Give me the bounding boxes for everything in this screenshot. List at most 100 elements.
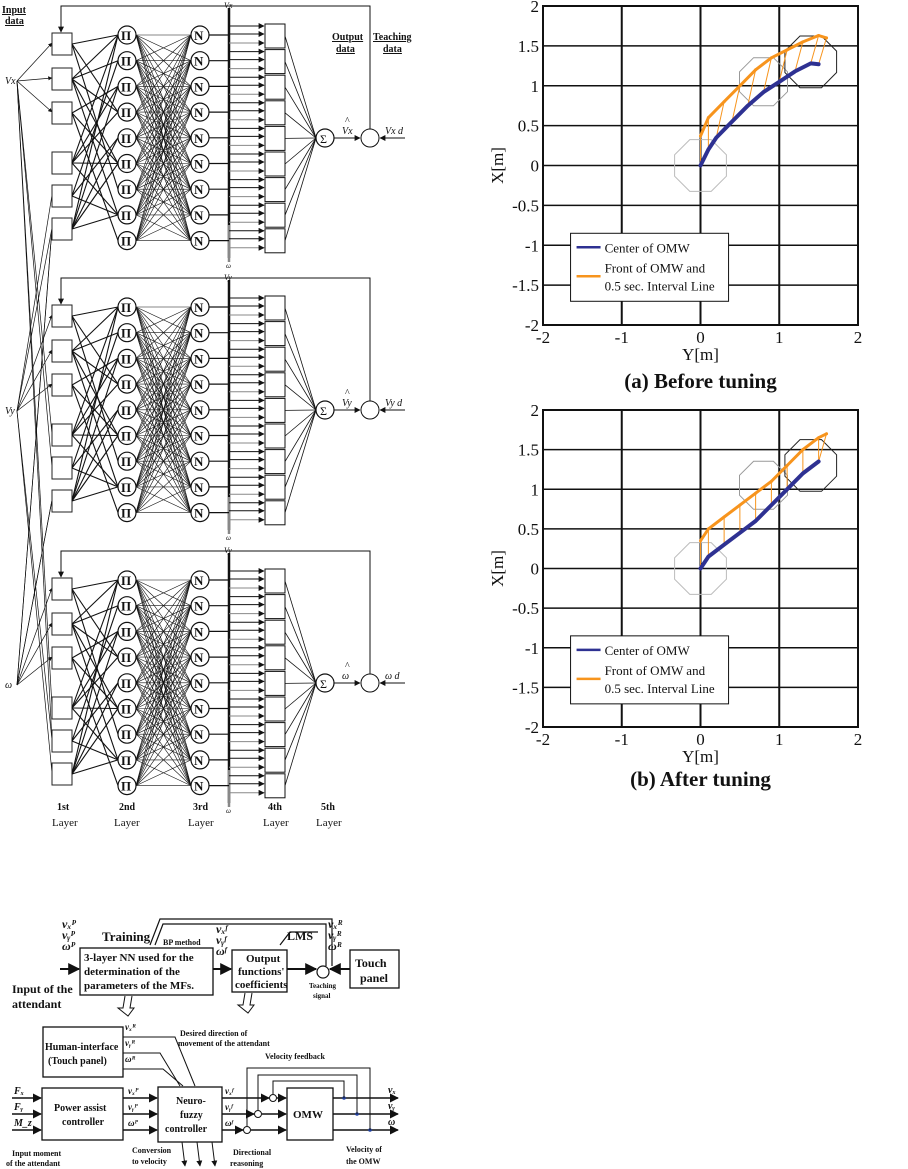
data-point [809, 61, 813, 65]
data-point [762, 90, 765, 94]
lms-label: LMS [287, 929, 313, 943]
r-inputs-label: vₓᴿ [328, 917, 342, 931]
input-variable-label: ω [5, 680, 12, 691]
layer2-connection [135, 34, 192, 87]
sum-symbol: Σ [320, 132, 327, 146]
bus-bottom-label: ω [226, 534, 231, 542]
neural-network-figure: InputdataOutputdataTeachingdataVxVyωVxωΠ… [2, 1, 412, 829]
layer-label: Layer [188, 817, 214, 829]
consequent-box [264, 125, 286, 151]
normalization-node-symbol: N [194, 480, 204, 495]
data-point [699, 567, 702, 570]
down-arrow-icon [236, 992, 255, 1014]
layer2-connection [135, 358, 192, 513]
layer1-connection [71, 162, 119, 165]
data-point [793, 69, 797, 73]
data-point [817, 460, 821, 464]
normalization-node-symbol: N [194, 599, 204, 614]
data-point [817, 62, 821, 66]
layer2-connection [135, 409, 192, 513]
data-point [754, 68, 758, 72]
layer1-connection [71, 682, 119, 775]
membership-function-box [51, 729, 73, 753]
layer4-connection [284, 358, 317, 411]
layer2-connection [135, 86, 192, 241]
layer1-connection [71, 350, 119, 488]
layer1-connection [71, 579, 119, 625]
layer2-connection [135, 306, 192, 333]
bus-bottom-label: ω [226, 807, 231, 815]
layer2-connection [135, 656, 192, 786]
product-node [117, 724, 137, 744]
force-input-label: Fᵧ [13, 1102, 24, 1113]
interval-line [715, 101, 725, 138]
legend-label-center: Center of OMW [605, 240, 691, 255]
normalization-node-symbol: N [194, 234, 204, 249]
input-connection [16, 499, 53, 686]
x-axis-label: Y[m] [682, 747, 719, 766]
layer1-connection [71, 34, 119, 45]
comparator-node [360, 400, 380, 420]
layer1-connection [71, 682, 119, 742]
layer1-connection [71, 579, 119, 775]
consequent-box [264, 151, 286, 177]
product-node-symbol: Π [121, 403, 131, 418]
training-label: Training [102, 929, 151, 944]
neuro-fuzzy-text: Neuro- [176, 1096, 206, 1107]
f-inputs-label: vₓᶠ [216, 922, 229, 936]
layer2-connection [135, 306, 192, 359]
layer4-connection [284, 35, 317, 139]
x-tick-label: 2 [854, 328, 863, 347]
feedback-line [58, 5, 371, 129]
r-inputs-label: vᵧᴿ [328, 928, 341, 942]
omw-output-label: ω [388, 1117, 395, 1128]
power-assist-text: Power assist [54, 1103, 107, 1114]
layer2-connection [135, 214, 192, 241]
layer-number: 5th [321, 802, 335, 813]
y-tick-label: 1 [531, 480, 540, 499]
product-node [117, 775, 137, 796]
layer-label: Layer [52, 817, 78, 829]
human-interface-box [42, 1026, 124, 1078]
layer1-connection [71, 60, 119, 80]
y-axis-label: X[m] [488, 147, 507, 184]
consequent-box [264, 619, 286, 645]
layer2-connection [135, 34, 192, 164]
normalization-node-symbol: N [194, 753, 204, 768]
product-node-symbol: Π [121, 79, 131, 94]
y-tick-label: -2 [525, 718, 539, 737]
layer2-connection [135, 34, 192, 215]
membership-function-box [51, 612, 73, 636]
y-tick-label: 1.5 [518, 441, 539, 460]
data-point [785, 48, 789, 52]
consequent-box [264, 696, 286, 722]
layer2-connection [135, 486, 192, 513]
membership-function-box [51, 696, 73, 720]
input-connection [16, 314, 53, 412]
y-tick-label: 1 [531, 77, 540, 96]
layer1-connection [71, 579, 119, 590]
layer2-connection [135, 34, 192, 241]
nn-box [79, 947, 214, 996]
product-node [117, 621, 137, 642]
force-input-label: M_z [13, 1118, 32, 1129]
layer4-connection [284, 137, 317, 241]
layer4-connection [284, 409, 317, 488]
attendant-input-label: Input of the [12, 982, 73, 996]
layer1-connection [71, 759, 119, 775]
f-inputs-label: vᵧᶠ [216, 933, 228, 947]
layer4-connection [284, 409, 317, 462]
data-point [706, 148, 710, 152]
layer1-connection [71, 86, 119, 230]
series-line-front [699, 34, 828, 138]
p-velocity-label: ωᴾ [128, 1118, 139, 1128]
layer1-connection [71, 137, 119, 197]
layer2-connection [135, 306, 192, 436]
layer1-connection [71, 708, 119, 775]
layer2-connection [135, 759, 192, 786]
consequent-box [264, 100, 286, 126]
